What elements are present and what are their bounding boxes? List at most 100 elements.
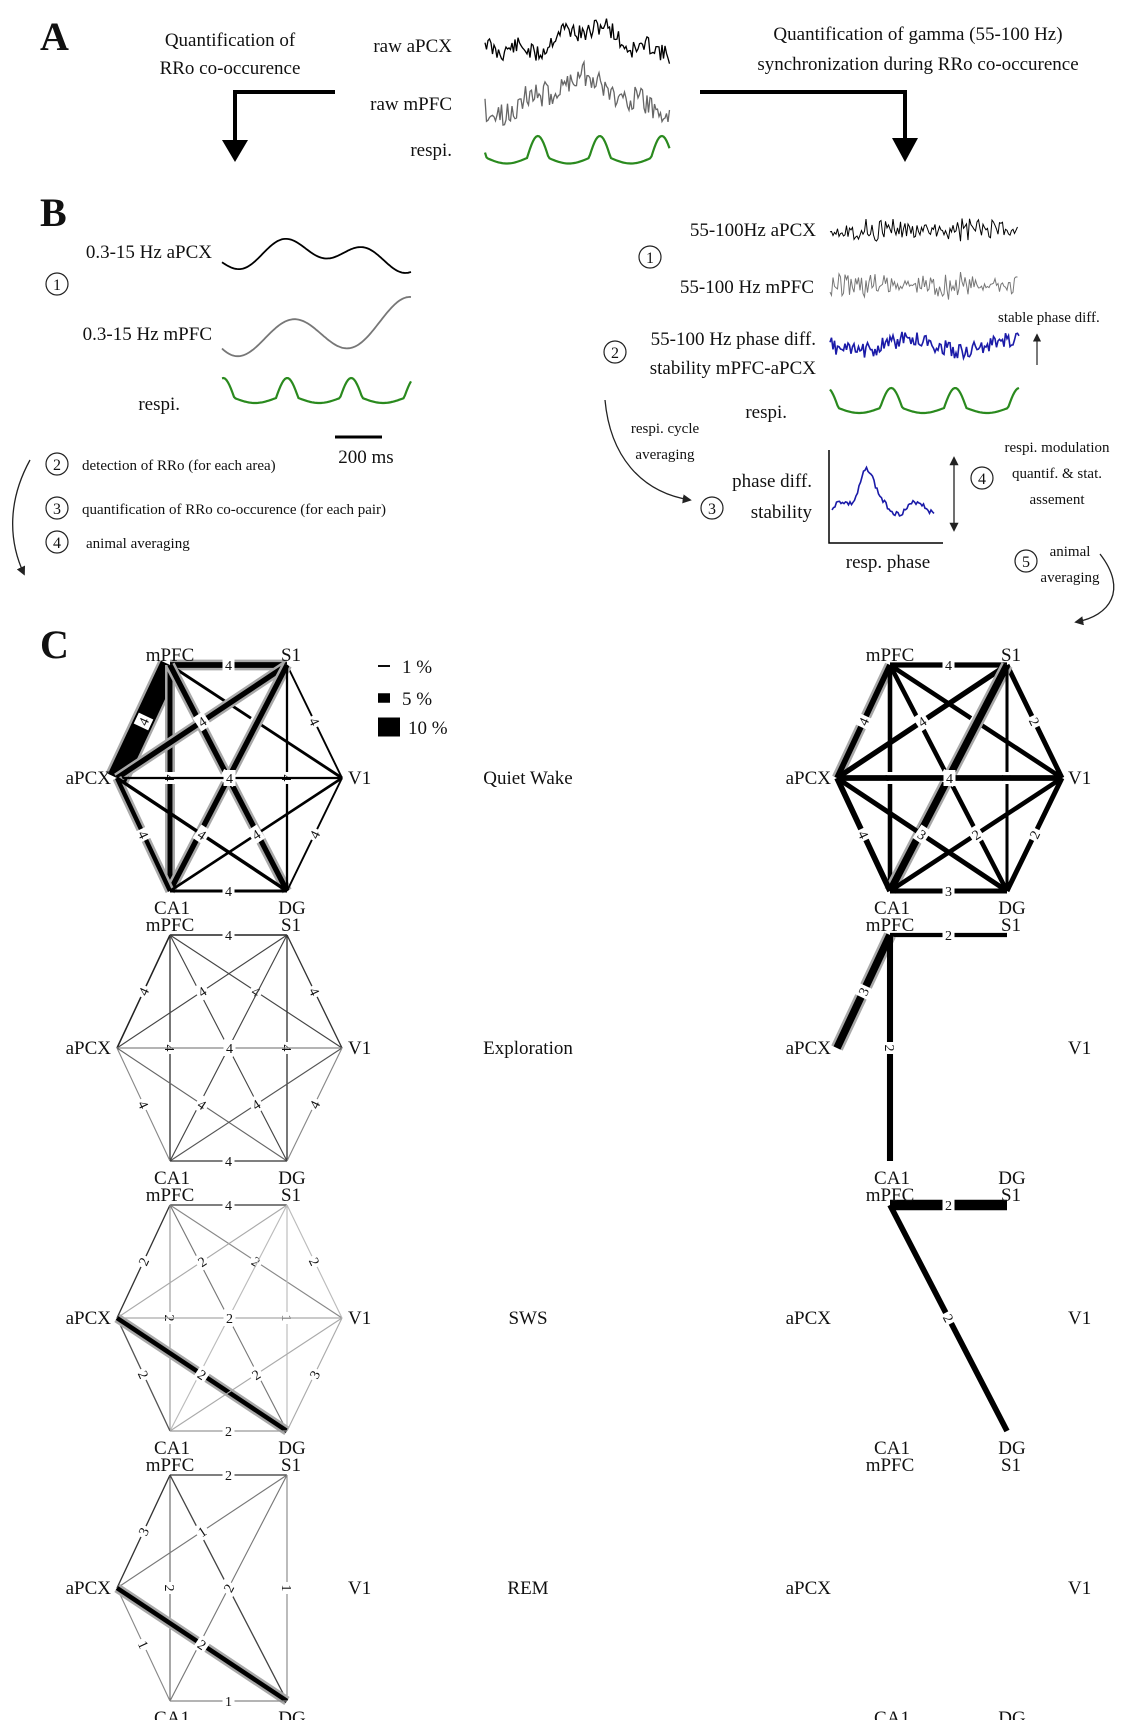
step-2-right: 2: [603, 340, 627, 364]
legend: 1 % 5 % 10 %: [378, 657, 448, 739]
node-label-v1: V1: [1068, 1038, 1091, 1059]
node-label-mpfc: mPFC: [866, 1185, 915, 1206]
rro-exploration-mPFC-S1-label: 4: [225, 929, 232, 944]
node-label-s1: S1: [281, 915, 301, 936]
rro-exploration-aPCX-V1-label-bg: [223, 1040, 236, 1056]
gamma-apcx-trace: [829, 218, 1018, 242]
svg-text:1: 1: [53, 277, 61, 294]
gamma-exploration-mPFC-S1-label: 2: [945, 929, 952, 944]
node-label-dg: DG: [278, 1438, 306, 1459]
lf-respi-label: respi.: [138, 394, 180, 415]
rro-rem-S1-aPCX-label-bg: [192, 1521, 212, 1542]
step-2-text: detection of RRo (for each area): [82, 458, 276, 474]
node-label-ca1: CA1: [154, 1708, 190, 1720]
node-label-apcx: aPCX: [786, 1308, 832, 1329]
node-label-ca1: CA1: [874, 1168, 910, 1189]
mini-plot-axes: [828, 450, 943, 544]
rro-sws-CA1-DG-label-bg: [222, 1423, 235, 1439]
rro-sws-mPFC-aPCX-label-bg: [133, 1252, 154, 1271]
gamma-mpfc-trace: [829, 272, 1018, 300]
gamma-quiet-wake-CA1-DG-label: 3: [945, 885, 952, 900]
panel-label-b: B: [40, 190, 67, 235]
rro-exploration-CA1-DG-label: 4: [225, 1155, 232, 1170]
modulation-note-1: respi. modulation: [1005, 440, 1110, 456]
rro-rem-mPFC-CA1-label-bg: [162, 1582, 178, 1594]
gamma-sws-mPFC-S1-label: 2: [945, 1199, 952, 1214]
step-4-left: 4: [45, 530, 69, 554]
node-label-mpfc: mPFC: [146, 1455, 195, 1476]
rro-rem-S1-DG-label-bg: [279, 1582, 295, 1594]
rro-quiet-wake-mPFC-S1-label: 4: [225, 659, 232, 674]
stable-note: stable phase diff.: [998, 310, 1100, 326]
animal-note-2: averaging: [1040, 570, 1100, 586]
svg-text:3: 3: [708, 501, 716, 518]
node-label-v1: V1: [348, 1308, 371, 1329]
rro-rem-aPCX-DG-label-bg: [192, 1634, 212, 1655]
node-label-ca1: CA1: [154, 1438, 190, 1459]
rro-quiet-wake-aPCX-V1-label-bg: [223, 770, 236, 786]
left-curved-arrow: [12, 459, 31, 576]
averaging-note-1: respi. cycle: [631, 421, 700, 437]
left-title-line-2: RRo co-occurence: [160, 58, 301, 79]
node-label-v1: V1: [348, 1038, 371, 1059]
node-label-dg: DG: [998, 1708, 1026, 1720]
node-label-ca1: CA1: [874, 1438, 910, 1459]
node-label-ca1: CA1: [874, 1708, 910, 1720]
step-1-right: 1: [638, 245, 662, 269]
averaging-note-2: averaging: [635, 447, 695, 463]
rro-exploration-CA1-DG-label-bg: [222, 1153, 235, 1169]
svg-text:3: 3: [53, 501, 61, 518]
node-label-dg: DG: [278, 898, 306, 919]
raw-mpfc-label: raw mPFC: [370, 94, 452, 115]
node-label-apcx: aPCX: [66, 768, 112, 789]
rro-sws-V1-CA1-label-bg: [246, 1364, 266, 1385]
lf-apcx-trace: [221, 238, 412, 274]
rro-rem-CA1-DG-label: 1: [225, 1695, 232, 1710]
left-arrow-head: [222, 140, 248, 162]
rro-quiet-wake-aPCX-DG-label-bg: [192, 824, 212, 845]
node-label-s1: S1: [1001, 645, 1021, 666]
svg-text:5: 5: [1022, 554, 1030, 571]
node-label-dg: DG: [278, 1168, 306, 1189]
rro-sws-CA1-DG-label: 2: [225, 1425, 232, 1440]
rro-quiet-wake-V1-DG-label-bg: [304, 825, 325, 844]
rro-sws-S1-V1-label-bg: [304, 1252, 325, 1271]
gamma-exploration-mPFC-S1-label-bg: [942, 927, 955, 943]
step-5-right: 5: [1014, 549, 1038, 573]
rro-sws-S1-aPCX-label-bg: [192, 1251, 212, 1272]
rro-exploration-S1-V1-label-bg: [304, 982, 325, 1001]
animal-arrow: [1074, 553, 1115, 626]
node-label-dg: DG: [998, 898, 1026, 919]
node-label-s1: S1: [1001, 1455, 1021, 1476]
node-label-apcx: aPCX: [786, 1038, 832, 1059]
gamma-exploration-mPFC-aPCX-label-bg: [853, 982, 874, 1001]
gamma-quiet-wake-aPCX-V1-label: 4: [946, 772, 953, 787]
rro-exploration-aPCX-V1-label: 4: [226, 1042, 233, 1057]
rro-rem-mPFC-S1-label-bg: [222, 1467, 235, 1483]
gamma-quiet-wake-S1-V1-label-bg: [1024, 712, 1045, 731]
node-label-mpfc: mPFC: [146, 645, 195, 666]
phase-diff-trace: [829, 331, 1020, 362]
node-label-apcx: aPCX: [786, 768, 832, 789]
rro-sws-mPFC-S1-label-bg: [222, 1197, 235, 1213]
gamma-quiet-wake-V1-DG-label-bg: [1024, 825, 1045, 844]
step-3-text: quantification of RRo co-occurence (for …: [82, 502, 386, 518]
rro-rem-S1-CA1-label-bg: [218, 1578, 239, 1598]
raw-respi-label: respi.: [410, 140, 452, 161]
node-label-ca1: CA1: [154, 898, 190, 919]
rro-exploration-aPCX-DG-label-bg: [192, 1094, 212, 1115]
gamma-sws-mPFC-S1-label-bg: [942, 1197, 955, 1213]
rro-exploration-aPCX-CA1-label-bg: [133, 1095, 154, 1114]
gamma-quiet-wake-mPFC-S1-label-bg: [942, 657, 955, 673]
node-label-mpfc: mPFC: [866, 645, 915, 666]
node-label-mpfc: mPFC: [146, 1185, 195, 1206]
rro-sws-aPCX-V1-label: 2: [226, 1312, 233, 1327]
gamma-exploration-mPFC-CA1-label-bg: [882, 1042, 898, 1054]
gamma-quiet-wake-aPCX-V1-label-bg: [943, 770, 956, 786]
node-label-mpfc: mPFC: [146, 915, 195, 936]
node-label-apcx: aPCX: [786, 1578, 832, 1599]
svg-text:4: 4: [978, 471, 986, 488]
right-arrow-head: [892, 138, 918, 162]
panel-label-a: A: [40, 14, 69, 59]
